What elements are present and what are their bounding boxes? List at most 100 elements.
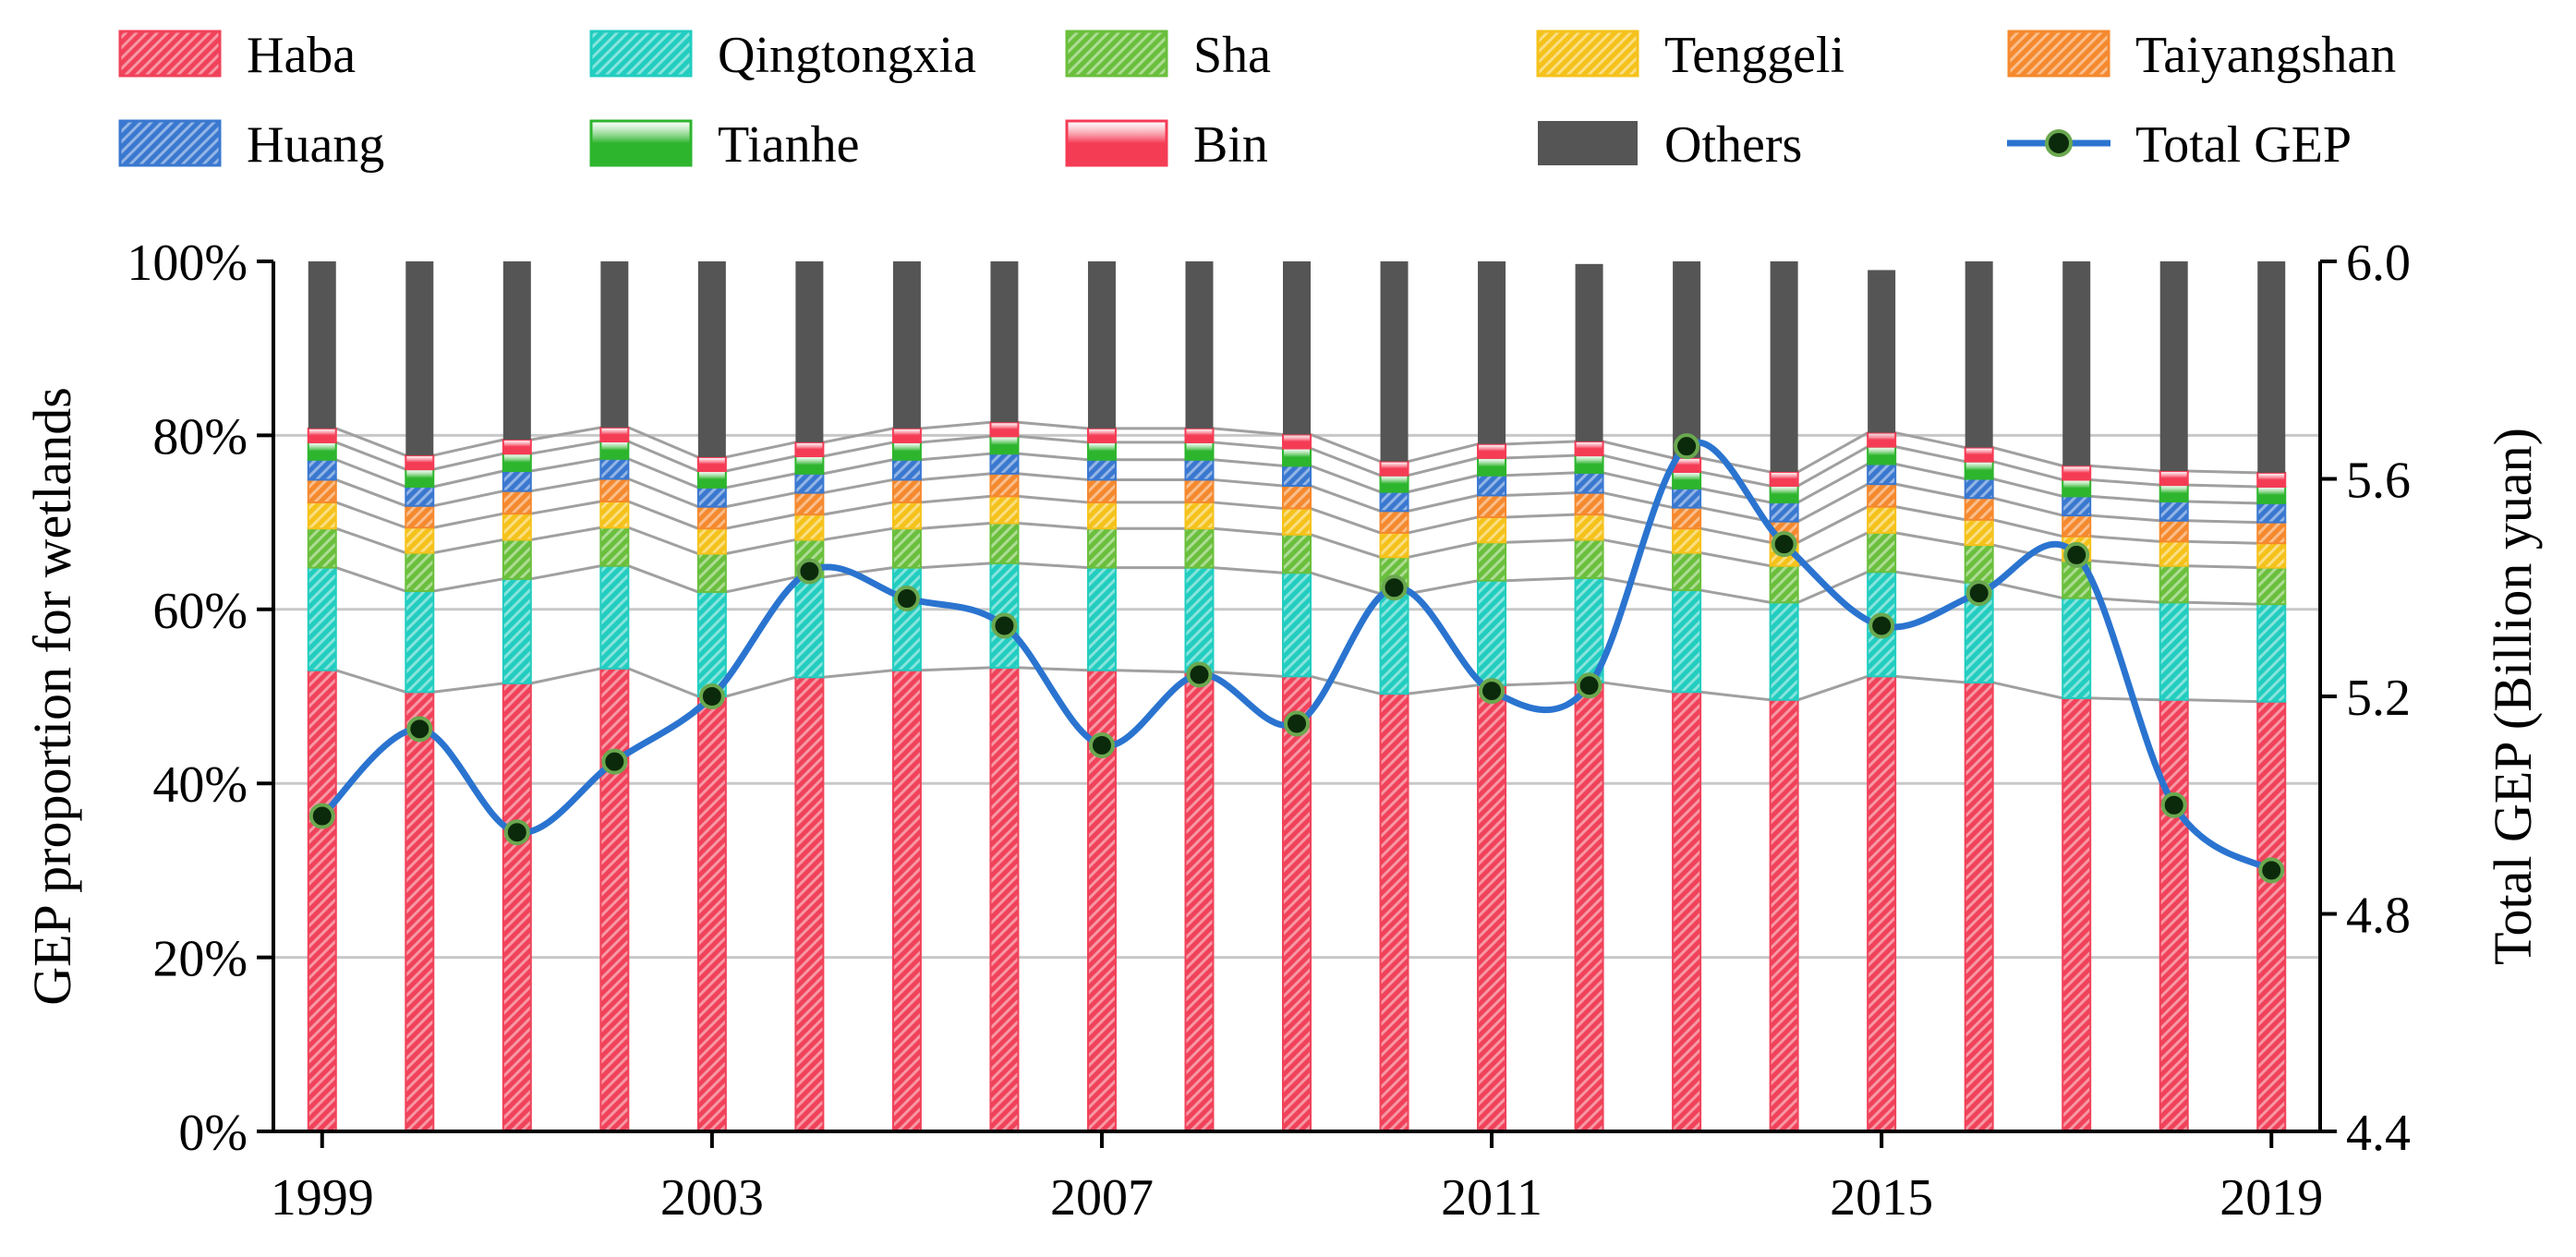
- bar-bin-2015: [1867, 431, 1897, 448]
- bar-qingtongxia-2002: [599, 564, 630, 670]
- total-gep-point-2002: [601, 748, 628, 775]
- bar-tenggeli-2013: [1672, 527, 1702, 554]
- bar-tenggeli-2007: [1086, 501, 1117, 530]
- y-left-tick-label: 80%: [152, 408, 248, 465]
- bar-others-2004: [795, 261, 824, 442]
- axes: 0% 20% 40% 60% 80% 100% 4.4 4.8 5.2 5.6 6.0 1999 200…: [22, 235, 2543, 1227]
- bar-qingtongxia-2008: [1184, 566, 1215, 673]
- bar-tianhe-2002: [599, 440, 630, 460]
- bar-huang-2018: [2159, 500, 2189, 522]
- bar-others-2008: [1185, 261, 1214, 429]
- bar-sha-2000: [405, 551, 435, 593]
- bar-bin-2001: [502, 439, 532, 455]
- bar-bin-2012: [1574, 440, 1604, 457]
- bar-taiyangshan-2010: [1379, 510, 1409, 534]
- y2-axis-title: Total GEP (Billion yuan): [2483, 428, 2543, 965]
- bar-sha-2018: [2159, 564, 2189, 604]
- total-gep-point-2017: [2063, 541, 2090, 568]
- bar-taiyangshan-2012: [1574, 491, 1604, 516]
- bar-haba-1999: [307, 669, 337, 1132]
- stack-connectors: [335, 420, 2258, 704]
- bar-huang-2015: [1867, 463, 1897, 486]
- y-right-tick-label: 6.0: [2346, 235, 2411, 292]
- bar-haba-2000: [405, 691, 435, 1132]
- bar-bin-2007: [1086, 427, 1117, 443]
- bar-taiyangshan-2001: [502, 490, 532, 515]
- bar-bin-2011: [1477, 442, 1507, 459]
- bar-taiyangshan-2015: [1867, 483, 1897, 508]
- bar-haba-2003: [696, 695, 727, 1132]
- bars: [307, 261, 2287, 1133]
- bar-huang-2003: [696, 486, 727, 508]
- legend-label-sha: Sha: [1193, 27, 1271, 84]
- bar-tenggeli-2019: [2256, 542, 2287, 569]
- x-tick-label: 2011: [1441, 1169, 1542, 1227]
- bar-others-2010: [1380, 261, 1409, 462]
- total-gep-point-2012: [1576, 672, 1602, 699]
- bar-sha-2001: [502, 538, 532, 580]
- bar-bin-2003: [696, 455, 727, 473]
- bar-qingtongxia-2014: [1769, 601, 1799, 701]
- bar-huang-2012: [1574, 471, 1604, 494]
- bar-bin-2017: [2062, 465, 2092, 481]
- bar-qingtongxia-2003: [696, 590, 727, 698]
- bar-tenggeli-2012: [1574, 514, 1604, 541]
- y-left-tick-label: 60%: [152, 583, 248, 640]
- total-gep-point-2016: [1965, 580, 1992, 607]
- bar-others-2018: [2159, 261, 2188, 472]
- bar-tianhe-2000: [405, 468, 435, 488]
- bar-others-2002: [600, 261, 629, 428]
- bar-tianhe-2011: [1477, 456, 1507, 477]
- bar-bin-2009: [1282, 433, 1312, 450]
- legend-swatch-bin: [1065, 119, 1168, 167]
- bar-tianhe-2016: [1964, 460, 1994, 480]
- x-tick-label: 2015: [1830, 1169, 1933, 1227]
- bar-bin-1999: [307, 427, 337, 443]
- bar-tianhe-2017: [2062, 478, 2092, 498]
- bar-sha-2014: [1769, 564, 1799, 604]
- bar-tenggeli-2011: [1477, 515, 1507, 544]
- bar-sha-2015: [1867, 531, 1897, 574]
- bar-taiyangshan-2013: [1672, 506, 1702, 530]
- bar-tenggeli-1999: [307, 501, 337, 530]
- bar-taiyangshan-2008: [1184, 478, 1215, 503]
- bar-tianhe-2015: [1867, 445, 1897, 465]
- bar-haba-2001: [502, 682, 532, 1132]
- bar-haba-2017: [2062, 696, 2092, 1132]
- connector-huang: [335, 452, 2258, 505]
- legend-swatch-taiyangshan: [2007, 30, 2110, 78]
- bar-tenggeli-2006: [989, 495, 1020, 525]
- x-tick-label: 2007: [1050, 1169, 1154, 1227]
- bar-tianhe-2009: [1282, 447, 1312, 467]
- bar-tianhe-2001: [502, 453, 532, 473]
- bar-bin-2006: [989, 421, 1020, 438]
- bar-qingtongxia-2000: [405, 590, 435, 694]
- bar-bin-2002: [599, 426, 630, 442]
- total-gep-point-2001: [503, 819, 530, 846]
- bar-haba-2018: [2159, 698, 2189, 1132]
- bar-sha-2006: [989, 522, 1020, 564]
- bar-qingtongxia-2011: [1477, 579, 1507, 686]
- bar-huang-2005: [891, 458, 922, 481]
- bar-haba-2013: [1672, 691, 1702, 1132]
- bar-tianhe-2004: [794, 455, 825, 475]
- bar-sha-2002: [599, 526, 630, 567]
- legend-label-huang: Huang: [247, 116, 384, 174]
- bar-huang-2013: [1672, 487, 1702, 509]
- legend-swatch-qingtongxia: [589, 30, 693, 78]
- bar-haba-2016: [1964, 681, 1994, 1132]
- bar-huang-2011: [1477, 474, 1507, 497]
- bar-huang-2014: [1769, 501, 1799, 523]
- bar-tianhe-2006: [989, 435, 1020, 455]
- bar-bin-2014: [1769, 470, 1799, 488]
- bar-tenggeli-2001: [502, 513, 532, 541]
- total-gep-point-2000: [406, 716, 433, 743]
- bar-qingtongxia-2013: [1672, 589, 1702, 694]
- bar-qingtongxia-2004: [794, 575, 825, 679]
- legend-swatch-haba: [118, 30, 222, 78]
- y-right-tick-label: 5.2: [2346, 670, 2411, 727]
- bar-taiyangshan-2011: [1477, 494, 1507, 518]
- y-right-tick-label: 4.4: [2346, 1105, 2411, 1162]
